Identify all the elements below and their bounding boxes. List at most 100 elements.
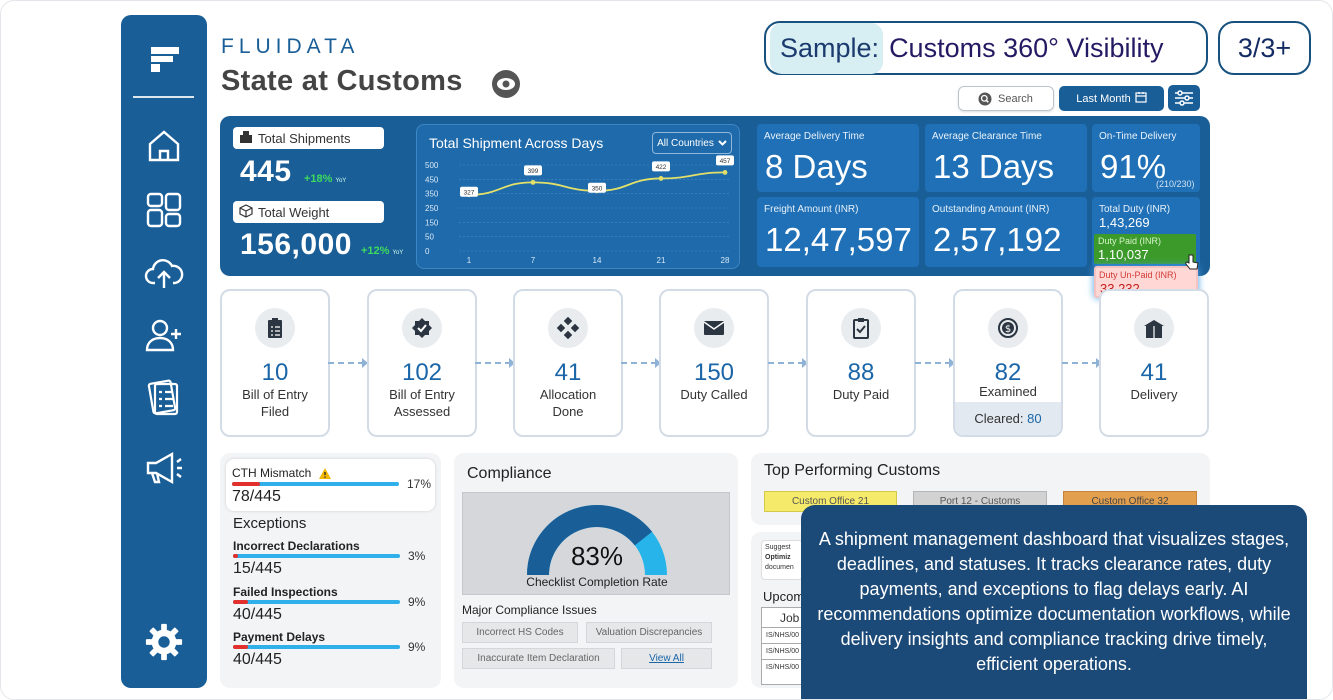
issue-chip[interactable]: Valuation Discrepancies	[586, 622, 712, 643]
kpi-duty-value: 1,43,269	[1099, 215, 1150, 230]
cth-mismatch-box[interactable]: CTH Mismatch 17% 78/445	[226, 459, 435, 511]
issue-chip[interactable]: Inaccurate Item Declaration	[462, 648, 615, 669]
stage-label-line1: Duty Called	[680, 387, 748, 402]
data-point	[658, 176, 664, 181]
stage-duty-paid[interactable]: 88 Duty Paid	[806, 289, 916, 437]
data-label: 399	[528, 168, 539, 175]
documents-checklist-icon[interactable]	[144, 378, 184, 418]
cth-progress-fill	[232, 482, 261, 486]
sidebar	[121, 15, 207, 688]
exception-progress-bar	[233, 600, 400, 604]
y-tick-label: 350	[425, 190, 439, 199]
table-row[interactable]: IS/NHS/00	[762, 628, 810, 644]
stage-label-line1: Bill of Entry	[389, 387, 455, 402]
x-tick-label: 21	[657, 256, 666, 265]
flow-arrow	[1062, 358, 1102, 368]
total-weight-value: 156,000	[240, 228, 352, 261]
compliance-rate: 83%	[570, 541, 624, 571]
upcoming-title: Upcom	[763, 589, 805, 604]
duty-paid-label: Duty Paid (INR)	[1098, 236, 1162, 246]
cth-label: CTH Mismatch	[232, 466, 312, 480]
weight-yoy-value: +12%	[361, 245, 390, 257]
kpi-label: Total Duty (INR)	[1099, 204, 1171, 215]
sidebar-divider	[133, 96, 194, 98]
cleared-label: Cleared:	[974, 411, 1024, 426]
kpi-value: 13 Days	[933, 148, 1055, 185]
exception-percent: 9%	[408, 595, 426, 609]
stage-count: 102	[401, 359, 443, 386]
stage-label-line2: Done	[552, 404, 584, 419]
stage-label-line2: Filed	[260, 404, 290, 419]
stage-label: Bill of Entry Assessed	[369, 386, 475, 420]
gauge-box: 83% Checklist Completion Rate	[462, 492, 730, 595]
period-label: Last Month	[1076, 92, 1131, 105]
kpi-value: 12,47,597	[765, 221, 912, 258]
data-point	[530, 179, 536, 185]
table-row[interactable]: IS/NHS/00	[766, 664, 800, 671]
suggestion-box[interactable]: Suggest Optimiz documen	[761, 540, 803, 580]
megaphone-icon[interactable]	[144, 448, 184, 488]
title-highlight: Sample:	[770, 22, 884, 74]
settings-gear-icon[interactable]	[144, 622, 184, 662]
kpi-label: Outstanding Amount (INR)	[932, 204, 1050, 215]
warning-icon	[319, 466, 331, 484]
cloud-upload-icon[interactable]	[144, 253, 184, 293]
exception-progress-fill	[233, 554, 238, 558]
top-customs-title: Top Performing Customs	[764, 462, 941, 479]
total-weight-chip: Total Weight	[233, 201, 384, 223]
issue-chip[interactable]: Incorrect HS Codes	[462, 622, 578, 643]
data-label-bg	[460, 186, 478, 197]
search-button[interactable]: Search	[958, 86, 1054, 111]
stage-count: 41	[554, 359, 582, 386]
duty-paid-value: 1,10,037	[1098, 247, 1149, 262]
flow-arrow	[915, 358, 955, 368]
optimize-label: Optimiz	[765, 554, 791, 561]
stage-allocation-done[interactable]: 41 Allocation Done	[513, 289, 623, 437]
stage-label-line1: Duty Paid	[832, 387, 890, 402]
total-shipments-value: 445	[240, 155, 292, 188]
exception-value: 40/445	[233, 651, 282, 668]
kpi-value: 8 Days	[765, 148, 868, 185]
job-header: Job	[762, 608, 810, 628]
exception-label: Payment Delays	[233, 630, 326, 644]
flow-arrow	[768, 358, 808, 368]
y-tick-label: 250	[425, 204, 439, 213]
view-all-link[interactable]: View All	[621, 648, 712, 669]
stage-examined[interactable]: $ 82 Examined Cleared: 80	[953, 289, 1063, 437]
country-filter-dropdown[interactable]: All Countries	[652, 132, 732, 154]
exception-percent: 9%	[408, 640, 426, 654]
stage-label: Allocation Done	[515, 386, 621, 420]
add-user-icon[interactable]	[144, 315, 184, 355]
data-label: 350	[592, 185, 603, 192]
home-icon[interactable]	[144, 126, 184, 166]
total-shipments-chip: Total Shipments	[233, 127, 384, 149]
stage-count: 150	[693, 359, 735, 386]
exception-progress-fill	[233, 645, 249, 649]
envelope-icon	[694, 308, 734, 348]
stage-duty-called[interactable]: 150 Duty Called	[659, 289, 769, 437]
dashboard-grid-icon[interactable]	[144, 190, 184, 230]
kpi-value: 91%	[1100, 148, 1167, 185]
duty-paid-box[interactable]: Duty Paid (INR) 1,10,037	[1094, 234, 1196, 264]
kpi-label: On-Time Delivery	[1099, 131, 1177, 142]
stage-boe-assessed[interactable]: 102 Bill of Entry Assessed	[367, 289, 477, 437]
chevron-down-icon	[718, 138, 727, 149]
allocation-diamond-icon	[548, 308, 588, 348]
stage-label-line1: Bill of Entry	[242, 387, 308, 402]
period-selector[interactable]: Last Month	[1059, 86, 1164, 111]
eye-icon[interactable]	[492, 70, 520, 98]
stage-delivery[interactable]: 41 Delivery	[1099, 289, 1209, 437]
sample-title-pill: Sample: Customs 360° Visibility	[764, 21, 1208, 75]
x-tick-label: 7	[531, 256, 536, 265]
compliance-title: Compliance	[467, 465, 552, 482]
exceptions-title: Exceptions	[233, 515, 307, 532]
y-tick-label: 50	[425, 233, 434, 242]
data-label-bg	[524, 165, 542, 176]
filter-sliders-icon[interactable]	[1168, 85, 1200, 111]
stage-boe-filed[interactable]: 10 Bill of Entry Filed	[220, 289, 330, 437]
title-rest: Customs 360° Visibility	[889, 32, 1164, 63]
hand-cursor-icon	[1185, 254, 1199, 275]
data-label-bg	[652, 161, 670, 172]
table-row[interactable]: IS/NHS/00	[762, 644, 810, 660]
total-shipments-label: Total Shipments	[258, 130, 351, 146]
